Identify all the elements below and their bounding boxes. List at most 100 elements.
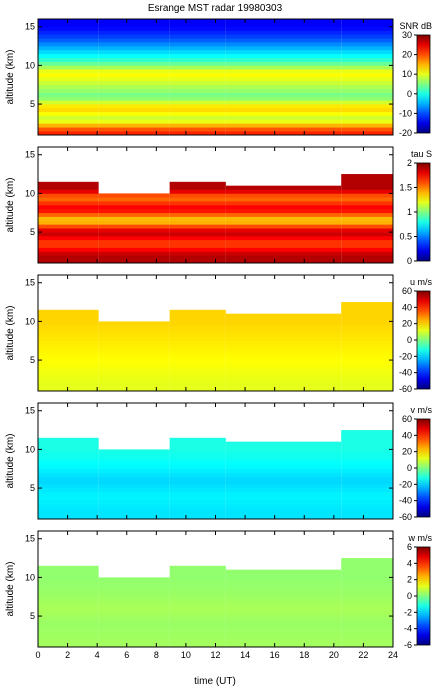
cell-p5-s1 bbox=[38, 596, 99, 601]
cell-p1-s2 bbox=[98, 119, 170, 124]
cell-p1-s1 bbox=[38, 26, 99, 31]
cell-p5-s5 bbox=[341, 573, 393, 578]
cell-p3-s5 bbox=[341, 305, 393, 311]
cell-p3-s5 bbox=[341, 344, 393, 349]
cell-p1-s3 bbox=[169, 53, 226, 58]
colorbar-tick-label: 20 bbox=[402, 50, 412, 60]
cell-p2-s3 bbox=[169, 189, 226, 194]
panel-3-data bbox=[38, 302, 393, 391]
cell-p3-s4 bbox=[225, 379, 342, 384]
cell-p1-s5 bbox=[341, 77, 393, 82]
cell-p5-s2 bbox=[98, 612, 170, 617]
cell-p3-s1 bbox=[38, 313, 99, 318]
cell-p4-s4 bbox=[225, 461, 342, 466]
y-tick-label: 10 bbox=[25, 188, 35, 198]
cell-p3-s5 bbox=[341, 321, 393, 326]
cell-p4-s1 bbox=[38, 464, 99, 470]
cell-p3-s5 bbox=[341, 360, 393, 365]
cell-p4-s1 bbox=[38, 441, 99, 446]
cell-p2-s4 bbox=[225, 208, 342, 214]
cell-p5-s4 bbox=[225, 608, 342, 613]
y-tick-label: 5 bbox=[30, 99, 35, 109]
cell-p2-s1 bbox=[38, 201, 99, 206]
cell-p4-s2 bbox=[98, 449, 170, 454]
cell-p4-s3 bbox=[169, 472, 226, 477]
cell-p3-s1 bbox=[38, 321, 99, 326]
cell-p4-s2 bbox=[98, 484, 170, 489]
cell-p5-s3 bbox=[169, 635, 226, 640]
x-tick-label: 20 bbox=[329, 650, 339, 660]
cell-p2-s4 bbox=[225, 235, 342, 241]
y-tick-label: 15 bbox=[25, 406, 35, 416]
cell-p3-s2 bbox=[98, 360, 170, 365]
cell-p4-s1 bbox=[38, 499, 99, 504]
cell-p1-s2 bbox=[98, 22, 170, 28]
cell-p1-s1 bbox=[38, 53, 99, 58]
cell-p1-s5 bbox=[341, 131, 393, 135]
cell-p2-s4 bbox=[225, 224, 342, 229]
cell-p4-s5 bbox=[341, 484, 393, 489]
cell-p2-s4 bbox=[225, 243, 342, 248]
cell-p1-s1 bbox=[38, 123, 99, 128]
cell-p5-s1 bbox=[38, 577, 99, 582]
cell-p2-s4 bbox=[225, 228, 342, 233]
cell-p1-s1 bbox=[38, 96, 99, 101]
cell-p1-s3 bbox=[169, 69, 226, 74]
cell-p5-s5 bbox=[341, 596, 393, 601]
cell-p5-s1 bbox=[38, 635, 99, 640]
colorbar-tick-label: -60 bbox=[399, 384, 412, 394]
cell-p2-s3 bbox=[169, 255, 226, 260]
cell-p3-s1 bbox=[38, 371, 99, 376]
cell-p1-s2 bbox=[98, 107, 170, 113]
cell-p1-s1 bbox=[38, 84, 99, 89]
cell-p4-s5 bbox=[341, 437, 393, 442]
cell-p4-s1 bbox=[38, 457, 99, 462]
cell-p4-s3 bbox=[169, 488, 226, 493]
cell-p3-s2 bbox=[98, 383, 170, 388]
cell-p1-s3 bbox=[169, 127, 226, 132]
cell-p3-s3 bbox=[169, 371, 226, 376]
cell-p2-s5 bbox=[341, 228, 393, 233]
cell-p3-s1 bbox=[38, 348, 99, 353]
cell-p1-s3 bbox=[169, 42, 226, 47]
cell-p5-s4 bbox=[225, 635, 342, 640]
cell-p3-s2 bbox=[98, 352, 170, 357]
x-tick-label: 2 bbox=[65, 650, 70, 660]
cell-p4-s2 bbox=[98, 499, 170, 504]
cell-p3-s4 bbox=[225, 363, 342, 369]
cell-p3-s5 bbox=[341, 348, 393, 353]
cell-p5-s2 bbox=[98, 623, 170, 628]
cell-p3-s5 bbox=[341, 383, 393, 388]
x-tick-label: 8 bbox=[154, 650, 159, 660]
panel-2: 5 10 15 altitude (km) tau S2 1.5 1 0.5 0 bbox=[5, 146, 432, 266]
cell-p5-s3 bbox=[169, 604, 226, 609]
colorbar-tick-label: 10 bbox=[402, 69, 412, 79]
cell-p4-s2 bbox=[98, 507, 170, 512]
cell-p2-s2 bbox=[98, 228, 170, 233]
cell-p3-s5 bbox=[341, 387, 393, 391]
cell-p1-s3 bbox=[169, 131, 226, 135]
colorbar-tick-label: -20 bbox=[399, 351, 412, 361]
cell-p2-s3 bbox=[169, 247, 226, 252]
cell-p3-s3 bbox=[169, 317, 226, 322]
cell-p4-s5 bbox=[341, 433, 393, 439]
cell-p5-s2 bbox=[98, 581, 170, 586]
cell-p1-s2 bbox=[98, 96, 170, 101]
cell-p2-s2 bbox=[98, 205, 170, 210]
cell-p4-s5 bbox=[341, 445, 393, 450]
cell-p2-s2 bbox=[98, 251, 170, 256]
cell-p1-s3 bbox=[169, 96, 226, 101]
cell-p2-s3 bbox=[169, 216, 226, 221]
y-axis-label: altitude (km) bbox=[5, 561, 16, 616]
cell-p2-s3 bbox=[169, 220, 226, 225]
colorbar-tick-label: 30 bbox=[402, 30, 412, 40]
cell-p2-s1 bbox=[38, 181, 99, 186]
cell-p5-s3 bbox=[169, 589, 226, 594]
y-tick-label: 15 bbox=[25, 22, 35, 32]
figure-title: Esrange MST radar 19980303 bbox=[148, 3, 283, 14]
cell-p5-s5 bbox=[341, 569, 393, 574]
cell-p4-s2 bbox=[98, 461, 170, 466]
y-tick-label: 15 bbox=[25, 278, 35, 288]
